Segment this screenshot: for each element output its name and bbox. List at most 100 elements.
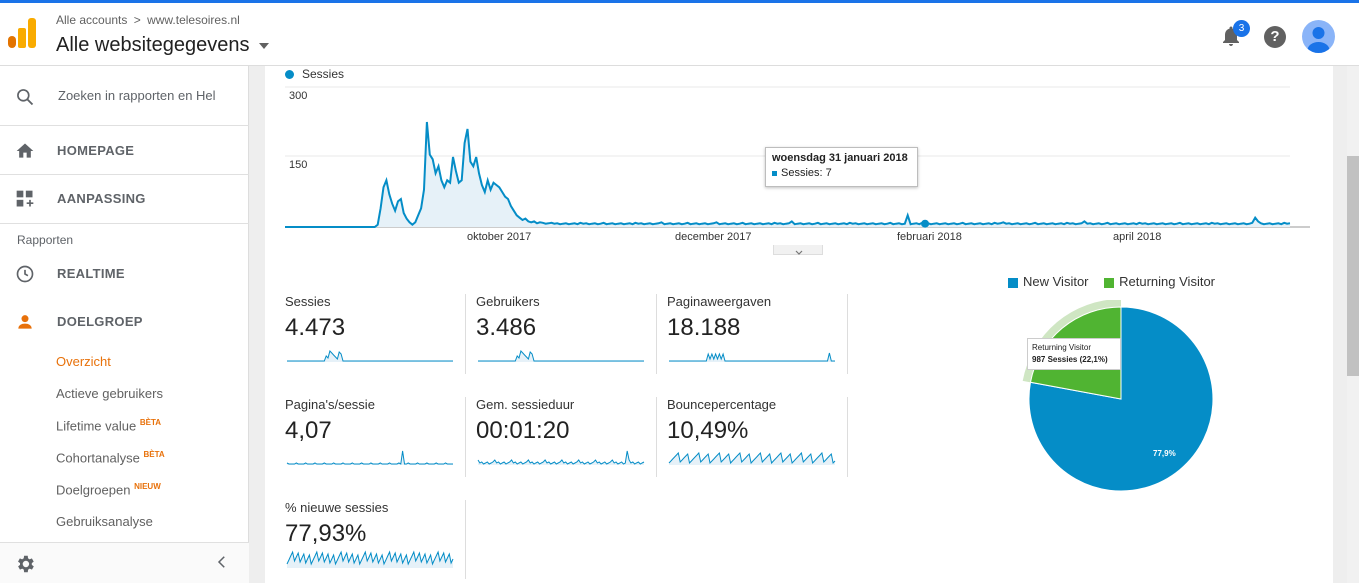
sidebar-item-label: DOELGROEP [57, 314, 143, 329]
sparkline-area [669, 353, 835, 362]
x-tick-label: februari 2018 [897, 231, 962, 243]
chevron-down-icon [795, 250, 803, 255]
sparkline-area [478, 351, 644, 362]
sidebar-subitem-active-users[interactable]: Actieve gebruikers [56, 386, 163, 401]
reports-section-label: Rapporten [17, 233, 74, 247]
sidebar-subitem-overview[interactable]: Overzicht [56, 354, 111, 369]
metric-tile-sessions[interactable]: Sessies 4.473 [285, 294, 466, 374]
gear-icon[interactable] [14, 553, 36, 575]
help-icon[interactable]: ? [1264, 26, 1286, 48]
chart-collapse-toggle[interactable] [773, 245, 823, 255]
chart-tooltip: woensdag 31 januari 2018 Sessies: 7 [765, 147, 918, 187]
account-title: Alle websitegegevens [56, 34, 250, 56]
sidebar-subitem-lifetime-value[interactable]: Lifetime value BÈTA [56, 418, 162, 434]
series-color-swatch [772, 170, 777, 176]
sidebar-item-customization[interactable]: AANPASSING [0, 175, 249, 223]
pie-tooltip-value: 987 Sessies (22,1%) [1032, 355, 1108, 364]
sidebar-item-realtime[interactable]: REALTIME [0, 250, 249, 298]
sidebar-subitem-cohort[interactable]: Cohortanalyse BÈTA [56, 450, 165, 466]
dropdown-caret-icon [259, 42, 270, 49]
sparkline-line [669, 352, 835, 362]
series-line [285, 121, 1291, 228]
search-icon [17, 89, 34, 106]
sparkline-area [287, 351, 453, 362]
user-avatar[interactable] [1302, 20, 1335, 53]
report-search[interactable]: Zoeken in rapporten en Hel [0, 66, 249, 126]
series-area [285, 122, 1290, 227]
breadcrumb[interactable]: Alle accounts > www.telesoires.nl [56, 13, 240, 27]
visitor-pie-chart[interactable] [1018, 300, 1228, 500]
x-tick-label: oktober 2017 [467, 231, 532, 243]
sidebar-footer [0, 542, 249, 583]
metric-value: 18.188 [667, 314, 741, 341]
sidebar-subitem-usage[interactable]: Gebruiksanalyse [56, 514, 153, 529]
metric-label: % nieuwe sessies [285, 500, 389, 515]
y-tick-150: 150 [289, 159, 308, 171]
metric-label: Bouncepercentage [667, 397, 777, 412]
metric-sparkline [669, 352, 835, 362]
metric-sparkline [477, 450, 645, 465]
clock-icon [16, 265, 34, 283]
metric-sparkline [478, 350, 644, 362]
metric-tile-session-duration[interactable]: Gem. sessieduur 00:01:20 [476, 397, 657, 477]
person-icon [18, 315, 32, 329]
metric-sparkline [287, 350, 453, 362]
sidebar: Zoeken in rapporten en Hel HOMEPAGE AANP… [0, 66, 249, 583]
account-selector[interactable]: Alle websitegegevens [56, 34, 270, 57]
metric-label: Gebruikers [476, 294, 540, 309]
metric-label: Pagina's/sessie [285, 397, 375, 412]
pie-slice-new-visitor[interactable] [1028, 306, 1214, 492]
scrollbar-thumb[interactable] [1347, 156, 1359, 376]
metric-label: Paginaweergaven [667, 294, 772, 309]
metric-tile-bounce-rate[interactable]: Bouncepercentage 10,49% [667, 397, 848, 477]
metric-value: 10,49% [667, 417, 749, 444]
sidebar-item-home[interactable]: HOMEPAGE [0, 127, 249, 175]
legend-swatch [1104, 277, 1115, 288]
top-bar: Alle accounts > www.telesoires.nl Alle w… [0, 0, 1359, 66]
metric-tile-pageviews[interactable]: Paginaweergaven 18.188 [667, 294, 848, 374]
sidebar-item-audience[interactable]: DOELGROEP [0, 298, 249, 346]
metric-tile-pages-per-session[interactable]: Pagina's/sessie 4,07 [285, 397, 466, 477]
dashboard-add-icon [16, 190, 34, 207]
divider [0, 223, 249, 224]
sidebar-item-label: AANPASSING [57, 191, 146, 206]
collapse-chevron-left-icon[interactable] [213, 553, 231, 571]
pie-legend: New Visitor Returning Visitor [1008, 274, 1215, 289]
breadcrumb-site[interactable]: www.telesoires.nl [147, 13, 240, 27]
sidebar-item-label: HOMEPAGE [57, 143, 135, 158]
legend-series-label: Sessies [302, 67, 345, 81]
sparkline-line [286, 450, 453, 465]
analytics-logo[interactable] [8, 18, 36, 48]
beta-badge: BÈTA [139, 418, 162, 427]
scrollbar[interactable] [1347, 66, 1359, 583]
metric-sparkline [286, 450, 453, 465]
tooltip-date: woensdag 31 januari 2018 [772, 152, 908, 164]
legend-item-new-visitor[interactable]: New Visitor [1008, 274, 1089, 289]
sparkline-area [287, 451, 453, 465]
metric-tile-users[interactable]: Gebruikers 3.486 [476, 294, 657, 374]
sidebar-subitem-audiences[interactable]: Doelgroepen NIEUW [56, 482, 161, 498]
x-tick-label: december 2017 [675, 231, 752, 243]
home-icon [16, 143, 34, 158]
metric-tile-new-sessions[interactable]: % nieuwe sessies 77,93% [285, 500, 466, 579]
legend-dot [285, 70, 294, 80]
metric-value: 77,93% [285, 520, 367, 547]
chart-legend[interactable]: Sessies [285, 67, 344, 81]
search-input[interactable]: Zoeken in rapporten en Hel [58, 88, 216, 103]
metric-sparkline [668, 451, 836, 465]
user-silhouette-icon [1307, 27, 1330, 53]
sidebar-item-label: REALTIME [57, 266, 125, 281]
metric-label: Gem. sessieduur [476, 397, 575, 412]
tooltip-value: Sessies: 7 [772, 167, 911, 179]
legend-item-returning-visitor[interactable]: Returning Visitor [1104, 274, 1215, 289]
metric-value: 4.473 [285, 314, 346, 341]
hover-point[interactable] [921, 219, 930, 228]
breadcrumb-root[interactable]: Alle accounts [56, 13, 128, 27]
sparkline-line [668, 451, 836, 465]
sparkline-line [477, 450, 645, 465]
sparkline-area [287, 552, 453, 568]
notification-count-badge[interactable]: 3 [1233, 20, 1250, 37]
metric-label: Sessies [285, 294, 331, 309]
legend-swatch [1008, 277, 1018, 288]
divider [0, 174, 249, 175]
